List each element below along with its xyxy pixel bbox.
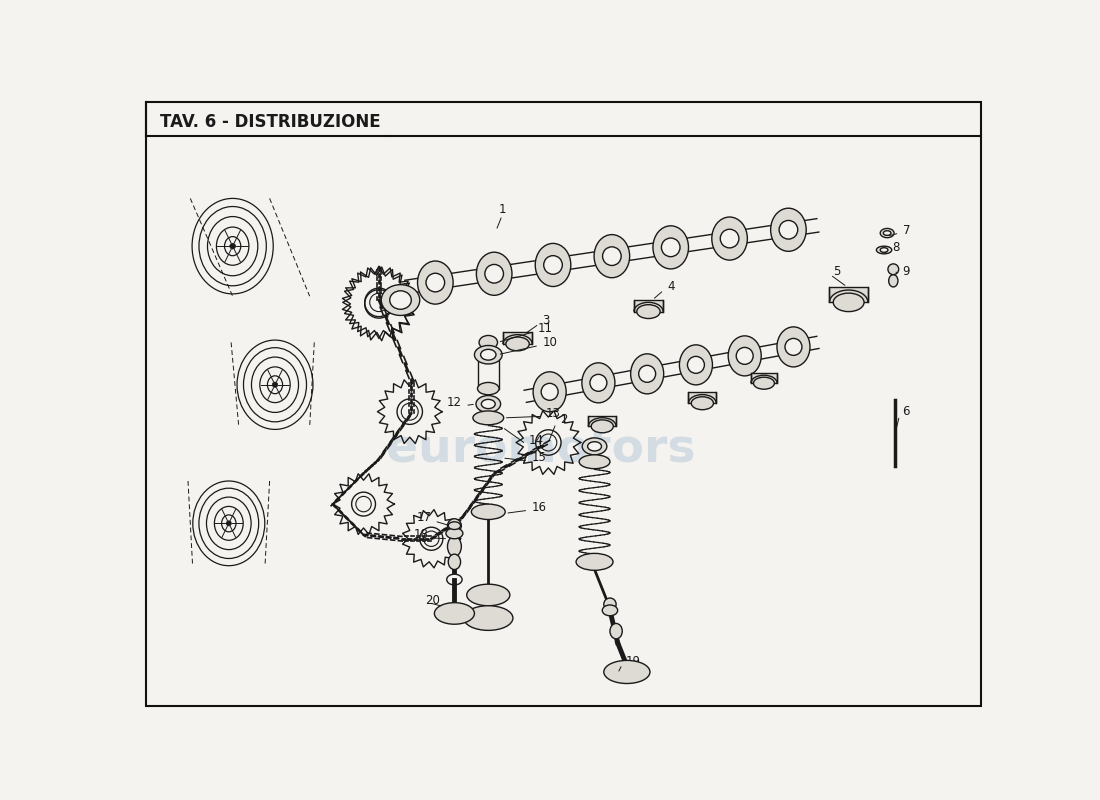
Ellipse shape [889,274,898,287]
Circle shape [230,243,235,249]
Polygon shape [503,332,532,344]
Ellipse shape [447,574,462,585]
Ellipse shape [476,395,501,413]
Text: 2: 2 [560,413,568,426]
Ellipse shape [590,374,607,391]
Ellipse shape [426,274,444,292]
Text: 4: 4 [668,281,675,294]
Ellipse shape [834,293,865,312]
Ellipse shape [771,208,806,251]
Ellipse shape [579,455,609,469]
Ellipse shape [477,382,499,394]
Text: 3: 3 [542,314,550,327]
Ellipse shape [446,528,463,538]
Ellipse shape [877,246,892,254]
Text: 5: 5 [834,265,840,278]
Polygon shape [751,373,777,383]
Ellipse shape [661,238,680,257]
Ellipse shape [466,584,510,606]
Ellipse shape [543,256,562,274]
Text: 16: 16 [531,501,547,514]
Text: 13: 13 [546,406,561,420]
Ellipse shape [587,442,602,451]
Ellipse shape [883,230,891,235]
Ellipse shape [541,383,558,400]
Text: 9: 9 [902,265,910,278]
Ellipse shape [506,337,529,351]
Ellipse shape [754,378,774,390]
Text: 6: 6 [902,405,910,418]
Ellipse shape [880,248,888,252]
Ellipse shape [434,602,474,624]
Text: 19: 19 [625,655,640,669]
Ellipse shape [680,345,713,385]
Text: 11: 11 [538,322,552,335]
Text: euromotors: euromotors [386,428,695,473]
Ellipse shape [688,356,704,374]
Ellipse shape [485,265,504,283]
Ellipse shape [473,411,504,425]
Ellipse shape [418,261,453,304]
Text: 20: 20 [425,594,440,607]
Ellipse shape [603,605,618,616]
Ellipse shape [691,397,714,410]
Ellipse shape [785,338,802,355]
Ellipse shape [449,522,461,530]
Ellipse shape [609,623,623,639]
Ellipse shape [389,291,411,310]
Ellipse shape [728,336,761,376]
Circle shape [604,598,616,610]
Circle shape [227,521,231,526]
Ellipse shape [481,350,496,360]
Ellipse shape [582,363,615,403]
Ellipse shape [779,221,798,239]
Circle shape [273,382,277,387]
Text: 12: 12 [447,396,462,409]
Ellipse shape [653,226,689,269]
Ellipse shape [712,217,747,260]
Ellipse shape [576,554,613,570]
Text: TAV. 6 - DISTRIBUZIONE: TAV. 6 - DISTRIBUZIONE [160,113,381,131]
Ellipse shape [720,230,739,248]
Ellipse shape [777,327,810,367]
Circle shape [448,518,461,533]
Ellipse shape [639,366,656,382]
Text: 18: 18 [414,529,428,542]
Ellipse shape [582,438,607,455]
Ellipse shape [880,229,894,238]
Text: 10: 10 [542,336,557,349]
Ellipse shape [630,354,663,394]
Ellipse shape [482,399,495,409]
Circle shape [888,264,899,274]
Polygon shape [588,415,616,426]
Polygon shape [829,287,868,302]
Ellipse shape [591,420,614,433]
Text: 14: 14 [529,434,544,447]
Ellipse shape [604,661,650,683]
Text: 7: 7 [902,224,910,238]
Ellipse shape [536,243,571,286]
Ellipse shape [382,285,420,315]
Ellipse shape [637,305,660,318]
Ellipse shape [449,554,461,570]
Text: 17: 17 [416,511,431,525]
Text: 8: 8 [892,241,899,254]
Ellipse shape [736,347,754,364]
Ellipse shape [534,372,566,412]
Ellipse shape [471,504,505,519]
Polygon shape [634,300,663,311]
Ellipse shape [476,252,512,295]
Text: 15: 15 [531,451,547,464]
Text: 1: 1 [498,203,506,217]
Ellipse shape [603,247,622,266]
Ellipse shape [478,335,497,350]
Ellipse shape [464,606,513,630]
Ellipse shape [594,234,629,278]
Ellipse shape [474,346,503,364]
Ellipse shape [448,537,461,557]
Polygon shape [689,393,716,403]
